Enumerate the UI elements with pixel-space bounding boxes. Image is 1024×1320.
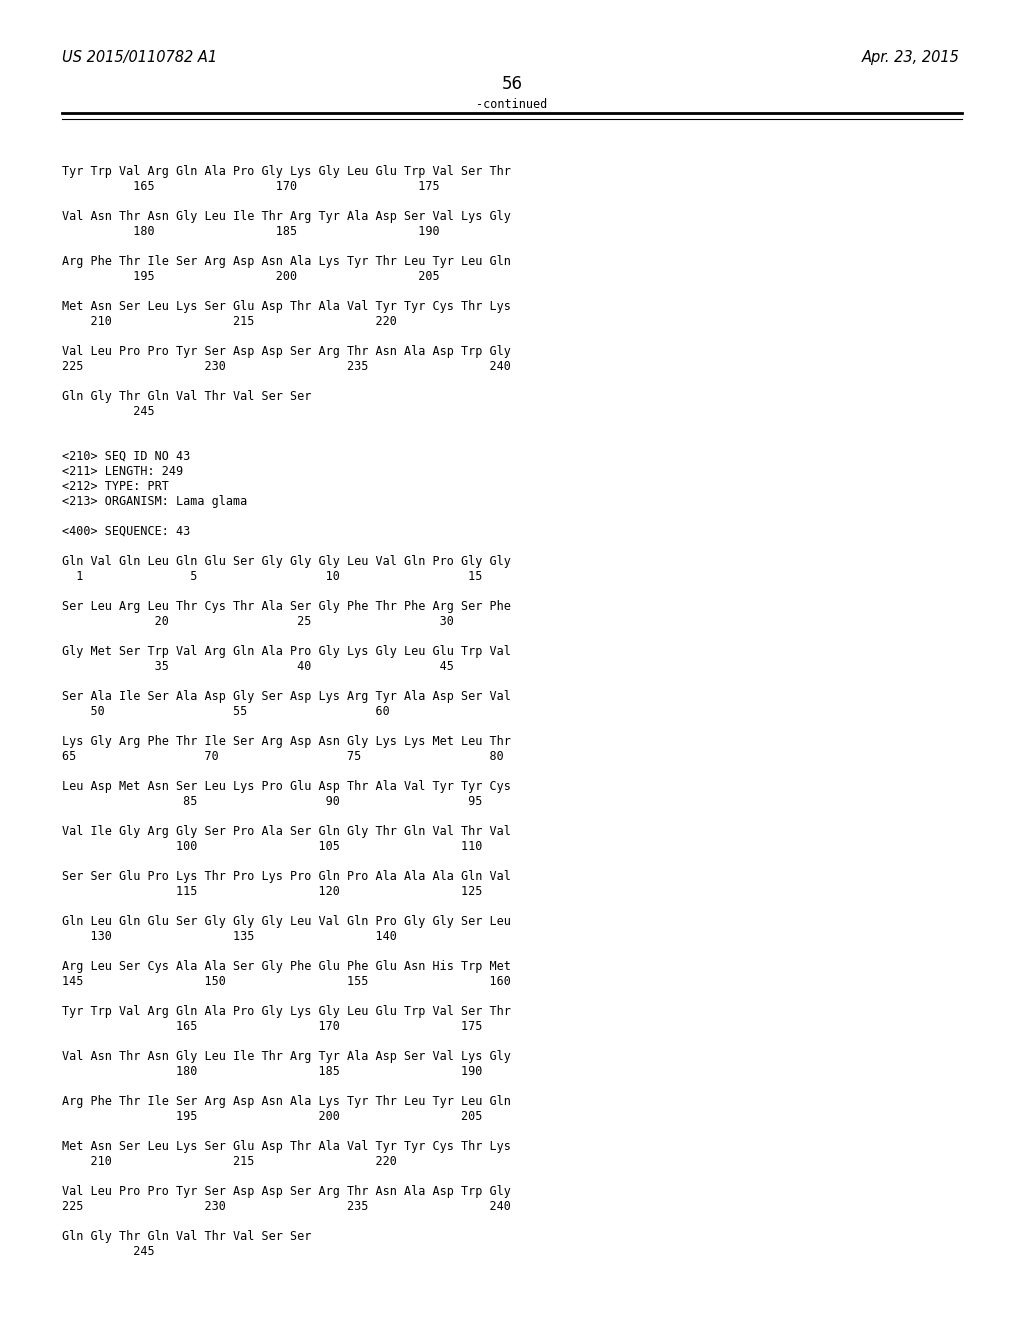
Text: 210                 215                 220: 210 215 220 (62, 315, 397, 327)
Text: Met Asn Ser Leu Lys Ser Glu Asp Thr Ala Val Tyr Tyr Cys Thr Lys: Met Asn Ser Leu Lys Ser Glu Asp Thr Ala … (62, 1140, 511, 1152)
Text: <213> ORGANISM: Lama glama: <213> ORGANISM: Lama glama (62, 495, 247, 508)
Text: Arg Phe Thr Ile Ser Arg Asp Asn Ala Lys Tyr Thr Leu Tyr Leu Gln: Arg Phe Thr Ile Ser Arg Asp Asn Ala Lys … (62, 1096, 511, 1107)
Text: Gln Gly Thr Gln Val Thr Val Ser Ser: Gln Gly Thr Gln Val Thr Val Ser Ser (62, 1230, 311, 1243)
Text: 56: 56 (502, 75, 522, 92)
Text: 180                 185                 190: 180 185 190 (62, 224, 439, 238)
Text: 145                 150                 155                 160: 145 150 155 160 (62, 975, 511, 987)
Text: 180                 185                 190: 180 185 190 (62, 1065, 482, 1078)
Text: <210> SEQ ID NO 43: <210> SEQ ID NO 43 (62, 450, 190, 463)
Text: Lys Gly Arg Phe Thr Ile Ser Arg Asp Asn Gly Lys Lys Met Leu Thr: Lys Gly Arg Phe Thr Ile Ser Arg Asp Asn … (62, 735, 511, 748)
Text: Arg Phe Thr Ile Ser Arg Asp Asn Ala Lys Tyr Thr Leu Tyr Leu Gln: Arg Phe Thr Ile Ser Arg Asp Asn Ala Lys … (62, 255, 511, 268)
Text: 245: 245 (62, 1245, 155, 1258)
Text: 65                  70                  75                  80: 65 70 75 80 (62, 750, 504, 763)
Text: <212> TYPE: PRT: <212> TYPE: PRT (62, 480, 169, 492)
Text: 225                 230                 235                 240: 225 230 235 240 (62, 360, 511, 374)
Text: <211> LENGTH: 249: <211> LENGTH: 249 (62, 465, 183, 478)
Text: Gln Val Gln Leu Gln Glu Ser Gly Gly Gly Leu Val Gln Pro Gly Gly: Gln Val Gln Leu Gln Glu Ser Gly Gly Gly … (62, 554, 511, 568)
Text: Val Leu Pro Pro Tyr Ser Asp Asp Ser Arg Thr Asn Ala Asp Trp Gly: Val Leu Pro Pro Tyr Ser Asp Asp Ser Arg … (62, 1185, 511, 1199)
Text: Val Asn Thr Asn Gly Leu Ile Thr Arg Tyr Ala Asp Ser Val Lys Gly: Val Asn Thr Asn Gly Leu Ile Thr Arg Tyr … (62, 1049, 511, 1063)
Text: Tyr Trp Val Arg Gln Ala Pro Gly Lys Gly Leu Glu Trp Val Ser Thr: Tyr Trp Val Arg Gln Ala Pro Gly Lys Gly … (62, 1005, 511, 1018)
Text: 225                 230                 235                 240: 225 230 235 240 (62, 1200, 511, 1213)
Text: 50                  55                  60: 50 55 60 (62, 705, 390, 718)
Text: <400> SEQUENCE: 43: <400> SEQUENCE: 43 (62, 525, 190, 539)
Text: 195                 200                 205: 195 200 205 (62, 271, 439, 282)
Text: 115                 120                 125: 115 120 125 (62, 884, 482, 898)
Text: 35                  40                  45: 35 40 45 (62, 660, 454, 673)
Text: 195                 200                 205: 195 200 205 (62, 1110, 482, 1123)
Text: Met Asn Ser Leu Lys Ser Glu Asp Thr Ala Val Tyr Tyr Cys Thr Lys: Met Asn Ser Leu Lys Ser Glu Asp Thr Ala … (62, 300, 511, 313)
Text: Tyr Trp Val Arg Gln Ala Pro Gly Lys Gly Leu Glu Trp Val Ser Thr: Tyr Trp Val Arg Gln Ala Pro Gly Lys Gly … (62, 165, 511, 178)
Text: 165                 170                 175: 165 170 175 (62, 180, 439, 193)
Text: 1               5                  10                  15: 1 5 10 15 (62, 570, 482, 583)
Text: 210                 215                 220: 210 215 220 (62, 1155, 397, 1168)
Text: Gln Gly Thr Gln Val Thr Val Ser Ser: Gln Gly Thr Gln Val Thr Val Ser Ser (62, 389, 311, 403)
Text: 245: 245 (62, 405, 155, 418)
Text: 20                  25                  30: 20 25 30 (62, 615, 454, 628)
Text: Gly Met Ser Trp Val Arg Gln Ala Pro Gly Lys Gly Leu Glu Trp Val: Gly Met Ser Trp Val Arg Gln Ala Pro Gly … (62, 645, 511, 657)
Text: Val Leu Pro Pro Tyr Ser Asp Asp Ser Arg Thr Asn Ala Asp Trp Gly: Val Leu Pro Pro Tyr Ser Asp Asp Ser Arg … (62, 345, 511, 358)
Text: Leu Asp Met Asn Ser Leu Lys Pro Glu Asp Thr Ala Val Tyr Tyr Cys: Leu Asp Met Asn Ser Leu Lys Pro Glu Asp … (62, 780, 511, 793)
Text: 165                 170                 175: 165 170 175 (62, 1020, 482, 1034)
Text: 130                 135                 140: 130 135 140 (62, 931, 397, 942)
Text: Ser Ala Ile Ser Ala Asp Gly Ser Asp Lys Arg Tyr Ala Asp Ser Val: Ser Ala Ile Ser Ala Asp Gly Ser Asp Lys … (62, 690, 511, 704)
Text: 100                 105                 110: 100 105 110 (62, 840, 482, 853)
Text: Val Ile Gly Arg Gly Ser Pro Ala Ser Gln Gly Thr Gln Val Thr Val: Val Ile Gly Arg Gly Ser Pro Ala Ser Gln … (62, 825, 511, 838)
Text: Apr. 23, 2015: Apr. 23, 2015 (862, 50, 961, 65)
Text: Val Asn Thr Asn Gly Leu Ile Thr Arg Tyr Ala Asp Ser Val Lys Gly: Val Asn Thr Asn Gly Leu Ile Thr Arg Tyr … (62, 210, 511, 223)
Text: Gln Leu Gln Glu Ser Gly Gly Gly Leu Val Gln Pro Gly Gly Ser Leu: Gln Leu Gln Glu Ser Gly Gly Gly Leu Val … (62, 915, 511, 928)
Text: Ser Ser Glu Pro Lys Thr Pro Lys Pro Gln Pro Ala Ala Ala Gln Val: Ser Ser Glu Pro Lys Thr Pro Lys Pro Gln … (62, 870, 511, 883)
Text: Arg Leu Ser Cys Ala Ala Ser Gly Phe Glu Phe Glu Asn His Trp Met: Arg Leu Ser Cys Ala Ala Ser Gly Phe Glu … (62, 960, 511, 973)
Text: US 2015/0110782 A1: US 2015/0110782 A1 (62, 50, 217, 65)
Text: Ser Leu Arg Leu Thr Cys Thr Ala Ser Gly Phe Thr Phe Arg Ser Phe: Ser Leu Arg Leu Thr Cys Thr Ala Ser Gly … (62, 601, 511, 612)
Text: 85                  90                  95: 85 90 95 (62, 795, 482, 808)
Text: -continued: -continued (476, 98, 548, 111)
